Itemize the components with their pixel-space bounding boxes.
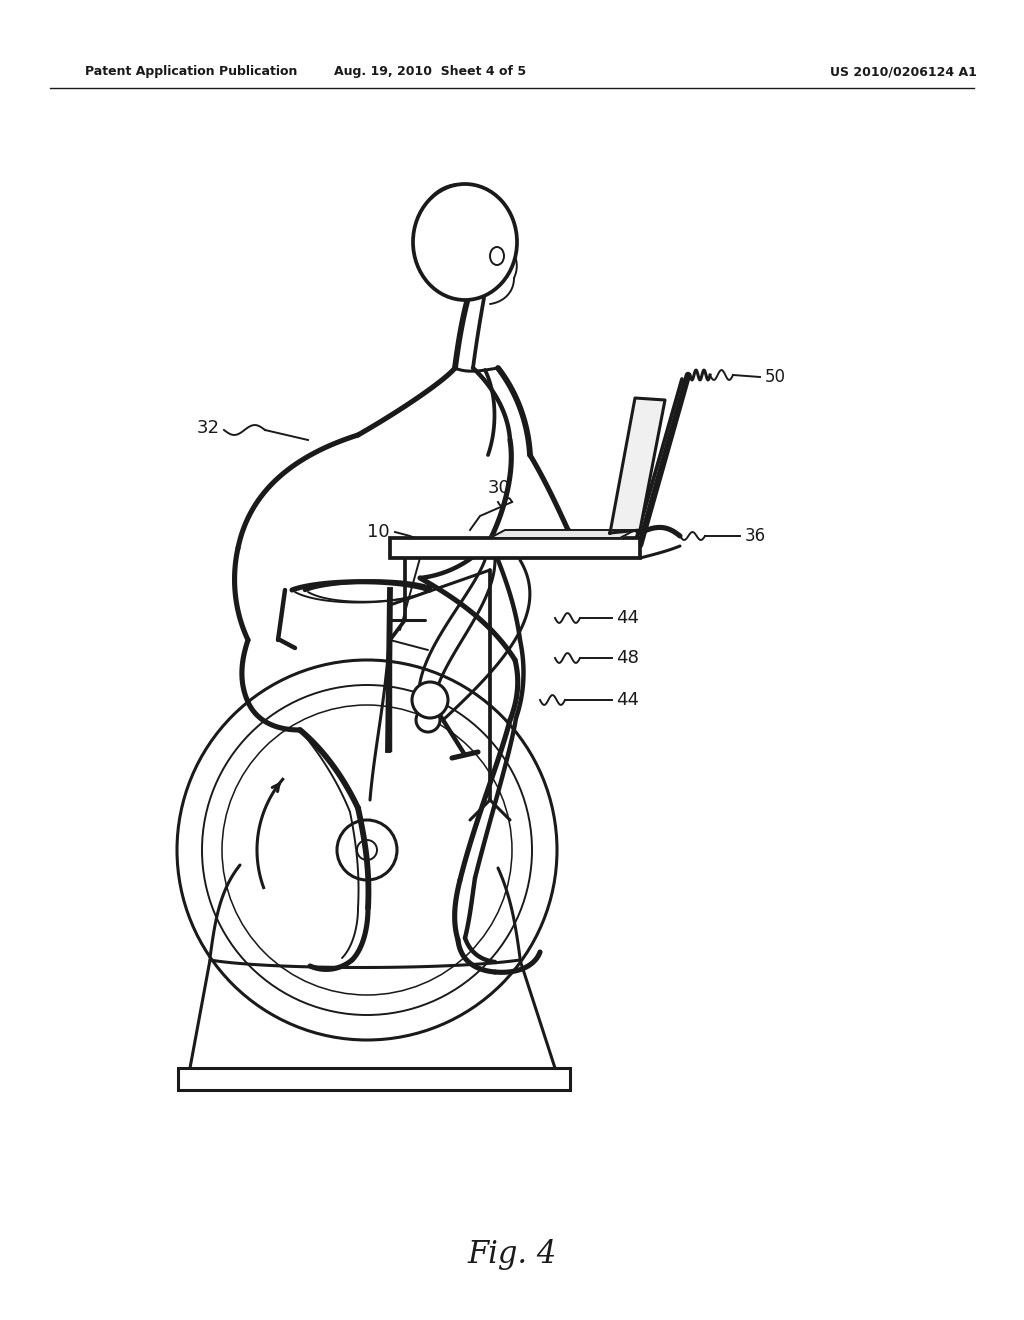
Circle shape: [416, 708, 440, 733]
Text: Fig. 4: Fig. 4: [467, 1239, 557, 1270]
Text: Patent Application Publication: Patent Application Publication: [85, 66, 297, 78]
Text: Aug. 19, 2010  Sheet 4 of 5: Aug. 19, 2010 Sheet 4 of 5: [334, 66, 526, 78]
Text: US 2010/0206124 A1: US 2010/0206124 A1: [830, 66, 977, 78]
Text: 32: 32: [197, 418, 220, 437]
Ellipse shape: [490, 247, 504, 265]
Ellipse shape: [413, 183, 517, 300]
Text: 30: 30: [488, 479, 511, 498]
Text: 48: 48: [616, 649, 639, 667]
Bar: [178, 1068, 570, 1090]
Bar: [390, 539, 640, 558]
Polygon shape: [610, 399, 665, 533]
Text: 36: 36: [745, 527, 766, 545]
Text: 44: 44: [616, 609, 639, 627]
Circle shape: [412, 682, 449, 718]
Text: 44: 44: [616, 690, 639, 709]
Text: 10: 10: [368, 523, 390, 541]
Polygon shape: [490, 531, 635, 539]
Text: 50: 50: [765, 368, 786, 385]
